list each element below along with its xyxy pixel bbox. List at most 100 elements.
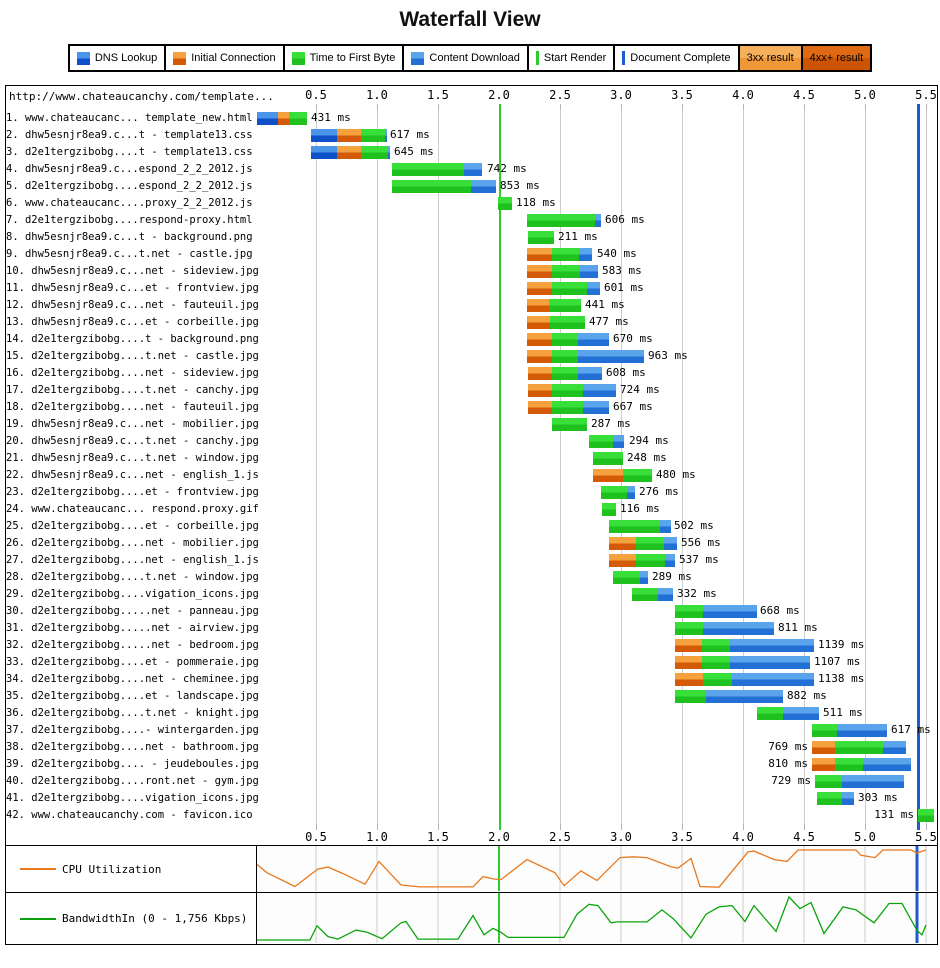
request-row-label: 10. dhw5esnjr8ea9.c...net - sideview.jpg [6, 265, 259, 277]
ttfb-segment [636, 554, 665, 567]
request-time-label: 1139 ms [818, 638, 865, 651]
axis-tick [743, 104, 744, 110]
request-bar [392, 180, 496, 193]
request-time-label: 441 ms [585, 298, 625, 311]
ttfb-segment [527, 214, 595, 227]
axis-tick-label: 0.5 [305, 830, 327, 844]
ttfb-segment [549, 299, 581, 312]
bandwidth-label: BandwidthIn (0 - 1,756 Kbps) [62, 912, 248, 925]
request-bar [527, 282, 600, 295]
axis-tick [377, 104, 378, 110]
connect-segment [527, 282, 552, 295]
download-segment [388, 146, 390, 159]
ttfb-segment [835, 741, 883, 754]
request-row-label: 24. www.chateaucanc... respond.proxy.gif [6, 503, 259, 515]
axis-tick [926, 104, 927, 110]
request-row-label: 18. d2e1tergzibobg....net - fauteuil.jpg [6, 401, 259, 413]
download-segment [703, 622, 774, 635]
request-bar [527, 265, 598, 278]
request-row-label: 38. d2e1tergzibobg....net - bathroom.jpg [6, 741, 259, 753]
request-bar [527, 214, 601, 227]
ttfb-segment [528, 231, 554, 244]
request-bar [918, 809, 934, 822]
download-segment [579, 248, 592, 261]
download-segment [732, 673, 814, 686]
cpu-section: CPU Utilization [6, 845, 937, 892]
connect-segment [337, 129, 361, 142]
request-time-label: 668 ms [760, 604, 800, 617]
request-bar [593, 452, 623, 465]
request-bar [528, 401, 609, 414]
ttfb-segment [613, 571, 640, 584]
ttfb-segment [552, 248, 579, 261]
ttfb-segment [552, 367, 578, 380]
request-bar [528, 231, 554, 244]
bandwidth-section-label: BandwidthIn (0 - 1,756 Kbps) [6, 893, 257, 944]
request-time-label: 480 ms [656, 468, 696, 481]
download-segment [730, 639, 814, 652]
request-time-label: 617 ms [891, 723, 931, 736]
axis-tick [804, 824, 805, 830]
ttfb-segment [675, 622, 703, 635]
ttfb-segment [609, 520, 660, 533]
axis-tick-label: 2.0 [488, 88, 510, 102]
request-time-label: 724 ms [620, 383, 660, 396]
connect-segment [675, 673, 703, 686]
request-time-label: 811 ms [778, 621, 818, 634]
request-time-label: 606 ms [605, 213, 645, 226]
request-time-label: 1138 ms [818, 672, 865, 685]
request-bar [812, 758, 911, 771]
connect-segment [527, 265, 552, 278]
connect-segment [609, 554, 636, 567]
request-time-label: 502 ms [674, 519, 714, 532]
axis-tick-label: 5.0 [854, 88, 876, 102]
request-time-label: 289 ms [652, 570, 692, 583]
request-bar [632, 588, 673, 601]
gridline [865, 110, 866, 824]
download-segment [658, 588, 673, 601]
page-title: Waterfall View [399, 8, 541, 31]
ttfb-segment [812, 724, 837, 737]
request-row-label: 35. d2e1tergzibobg....et - landscape.jpg [6, 690, 259, 702]
connect-segment [527, 299, 549, 312]
request-time-label: 729 ms [771, 774, 811, 787]
request-bar [257, 112, 307, 125]
request-time-label: 511 ms [823, 706, 863, 719]
axis-tick-label: 3.5 [671, 830, 693, 844]
request-time-label: 118 ms [516, 196, 556, 209]
request-row-label: 11. dhw5esnjr8ea9.c...et - frontview.jpg [6, 282, 259, 294]
request-row-label: 39. d2e1tergzibobg.... - jeudeboules.jpg [6, 758, 259, 770]
request-row-label: 21. dhw5esnjr8ea9.c...t.net - window.jpg [6, 452, 259, 464]
request-bar [593, 469, 652, 482]
gridline [316, 110, 317, 824]
request-time-label: 537 ms [679, 553, 719, 566]
request-bar [675, 639, 814, 652]
axis-tick [621, 824, 622, 830]
request-bar [311, 146, 390, 159]
ttfb-segment [552, 282, 587, 295]
request-row-label: 9. dhw5esnjr8ea9.c...t.net - castle.jpg [6, 248, 253, 260]
connect-segment [812, 741, 835, 754]
document-complete-tick [917, 104, 920, 110]
axis-tick-label: 1.0 [366, 88, 388, 102]
ttfb-segment [703, 673, 732, 686]
request-row-label: 42. www.chateaucanchy.com - favicon.ico [6, 809, 253, 821]
download-segment [665, 554, 675, 567]
ttfb-segment [702, 656, 730, 669]
request-bar [609, 554, 675, 567]
ttfb-segment [392, 163, 464, 176]
connect-segment [609, 537, 636, 550]
request-row-label: 15. d2e1tergzibobg....t.net - castle.jpg [6, 350, 259, 362]
download-segment [842, 792, 854, 805]
page-url-header: http://www.chateaucanchy.com/template... [9, 90, 274, 103]
request-bar [311, 129, 387, 142]
ttfb-segment [817, 792, 842, 805]
request-time-label: 608 ms [606, 366, 646, 379]
waterfall-table: http://www.chateaucanchy.com/template...… [5, 85, 938, 945]
connect-segment [527, 248, 552, 261]
download-segment [471, 180, 496, 193]
legend-label: Start Render [543, 52, 607, 64]
request-time-label: 303 ms [858, 791, 898, 804]
download-segment [464, 163, 482, 176]
download-segment [640, 571, 648, 584]
